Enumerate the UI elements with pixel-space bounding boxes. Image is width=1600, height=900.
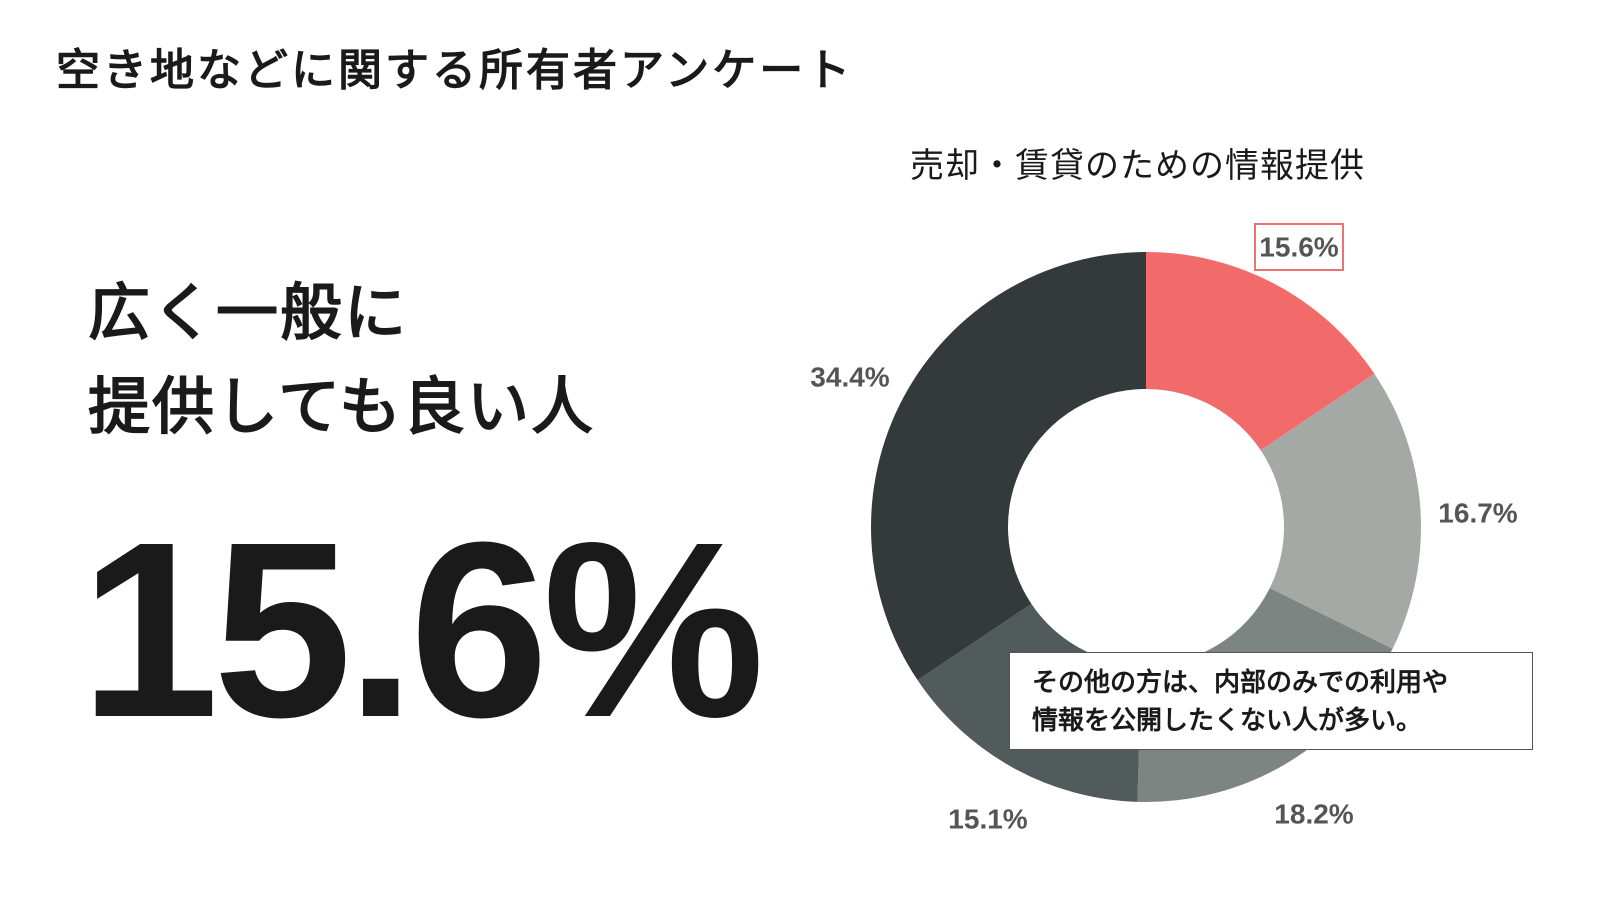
- donut-slice-1: [1146, 252, 1375, 451]
- slice-label-4: 15.1%: [948, 804, 1027, 835]
- page-title: 空き地などに関する所有者アンケート: [56, 45, 854, 96]
- donut-slice-5: [870, 252, 1146, 681]
- highlight-label-box: [1254, 223, 1344, 271]
- highlight-value: 15.6%: [80, 490, 765, 769]
- note-box: その他の方は、内部のみでの利用や 情報を公開したくない人が多い。: [1009, 652, 1533, 750]
- slice-label-5: 34.4%: [810, 362, 889, 393]
- donut-slice-2: [1260, 373, 1422, 649]
- slice-label-3: 18.2%: [1274, 799, 1353, 830]
- headline: 広く一般に 提供しても良い人: [88, 266, 595, 454]
- headline-line-1: 広く一般に: [88, 276, 409, 349]
- slice-label-1: 15.6%: [1259, 232, 1338, 263]
- slice-label-2: 16.7%: [1438, 498, 1517, 529]
- headline-line-2: 提供しても良い人: [88, 370, 596, 443]
- note-line-1: その他の方は、内部のみでの利用や: [1032, 668, 1449, 698]
- note-line-2: 情報を公開したくない人が多い。: [1032, 706, 1423, 736]
- chart-title: 売却・賃貸のための情報提供: [910, 146, 1365, 186]
